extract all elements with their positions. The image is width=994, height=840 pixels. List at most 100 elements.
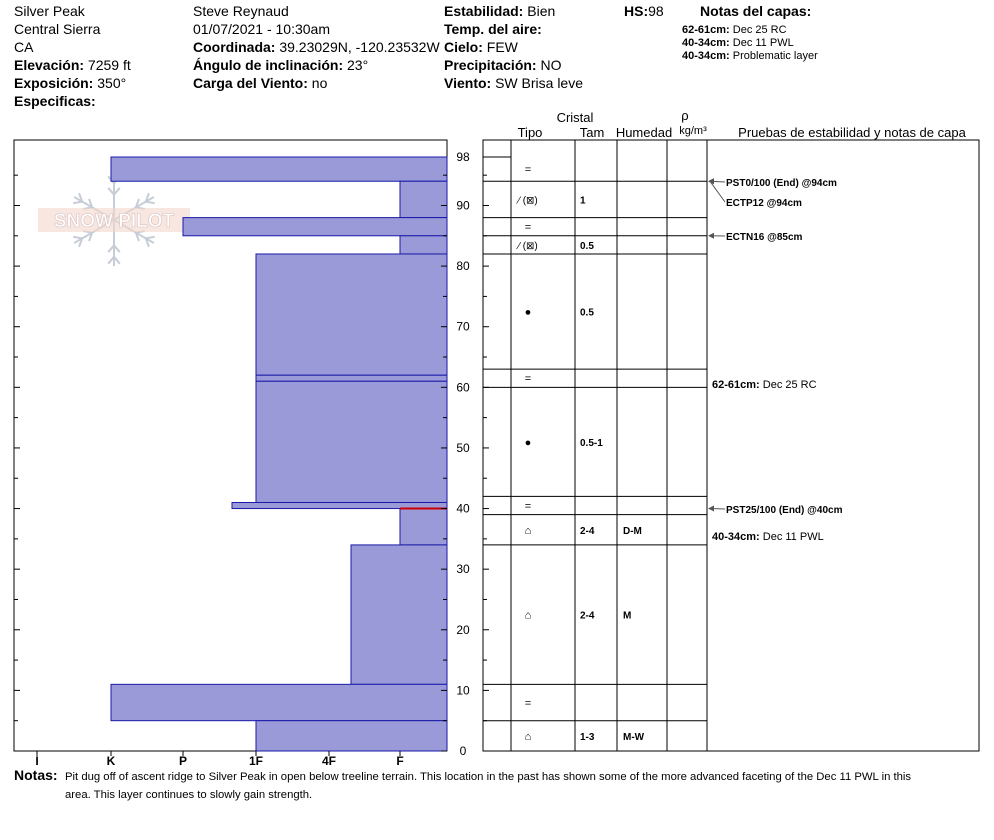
precipitation: Precipitación: NO: [444, 57, 561, 74]
location: Silver Peak: [14, 3, 85, 19]
grain-size: 2-4: [580, 526, 595, 537]
flake-branch: [73, 235, 83, 240]
wind-load-label: Carga del Viento:: [193, 75, 308, 91]
grain-type: ⁄ (⊠): [515, 241, 538, 252]
flake-branch: [113, 256, 121, 265]
flake-branch: [83, 206, 93, 210]
header-rho: ρ: [681, 108, 688, 123]
grain-type: ⌂: [525, 610, 532, 622]
exposure-value: 350°: [97, 75, 127, 91]
layer-note-text: Dec 11 PWL: [760, 531, 824, 543]
hardness-bar: [255, 253, 448, 376]
range: Central Sierra: [14, 21, 101, 37]
flake-branch: [83, 230, 93, 234]
grain-type: =: [525, 222, 531, 234]
stability-test: PST25/100 (End) @40cm: [726, 505, 843, 516]
coordinates: Coordinada: 39.23029N, -120.23532W: [193, 39, 440, 56]
grain-type: =: [525, 373, 531, 385]
wind: Viento: SW Brisa leve: [444, 75, 583, 92]
grain-type: =: [525, 164, 531, 176]
flake-branch: [134, 198, 140, 208]
header-density-unit: kg/m³: [679, 125, 707, 137]
precip-label: Precipitación:: [444, 57, 537, 73]
flake-branch: [88, 198, 94, 208]
header-tests: Pruebas de estabilidad y notas de capa: [738, 125, 966, 140]
hs-label: HS:: [624, 3, 649, 19]
y-tick-label: 98: [456, 150, 470, 164]
precip-value: NO: [540, 57, 562, 73]
y-tick-label: 60: [456, 380, 470, 394]
flake-branch: [88, 232, 94, 242]
elevation-label: Elevación:: [14, 57, 85, 73]
flake-branch: [144, 238, 150, 248]
grain-type: ●: [525, 307, 532, 319]
layer-table-frame: [482, 139, 980, 752]
x-tick-label: I: [35, 754, 38, 768]
notes-line-2: area. This layer continues to slowly gai…: [65, 789, 313, 801]
test-arrow: [708, 178, 714, 185]
layer-note-label: 62-61cm: Dec 25 RC: [712, 379, 817, 391]
hs-value: 98: [648, 3, 664, 19]
flake-branch: [134, 232, 140, 242]
stability-value: Bien: [527, 3, 556, 19]
grain-type: ⌂: [525, 731, 532, 743]
x-tick-label: P: [179, 754, 187, 768]
test-pointer: [709, 180, 726, 203]
grain-size: 0.5: [580, 241, 594, 252]
observer: Steve Reynaud: [193, 3, 289, 19]
stability-test: PST0/100 (End) @94cm: [726, 178, 837, 189]
grain-type: ⌂: [525, 525, 532, 537]
flake-branch: [78, 238, 84, 248]
x-tick-label: 4F: [322, 754, 336, 768]
test-arrow: [708, 505, 714, 512]
flake-branch: [135, 230, 145, 234]
hardness-bar: [182, 217, 448, 237]
x-tick-label: 1F: [249, 754, 263, 768]
layer-note: 40-34cm: Dec 11 PWL: [682, 37, 794, 49]
hardness-bar: [255, 374, 448, 382]
wind-load: Carga del Viento: no: [193, 75, 327, 92]
header-humedad: Humedad: [616, 125, 672, 140]
header-tipo: Tipo: [518, 125, 543, 140]
hardness-bar: [350, 544, 448, 685]
sky-label: Cielo:: [444, 39, 483, 55]
grain-size: 2-4: [580, 611, 595, 622]
sky-value: FEW: [486, 39, 518, 55]
y-tick-label: 30: [456, 562, 470, 576]
notes: Notas:: [14, 767, 58, 785]
wetness: D-M: [623, 526, 642, 537]
hardness-bar: [255, 720, 448, 752]
layer-note-depth: 40-34cm:: [682, 50, 730, 62]
grain-type: =: [525, 698, 531, 710]
wind-label: Viento:: [444, 75, 492, 91]
y-tick-label: 80: [456, 259, 470, 273]
stability-test: ECTN16 @85cm: [726, 232, 803, 243]
exposure-label: Exposición:: [14, 75, 94, 91]
header-tam: Tam: [580, 125, 605, 140]
state: CA: [14, 39, 34, 55]
layer-note-depth: 40-34cm:: [712, 531, 760, 543]
layer-note-depth: 62-61cm:: [682, 24, 730, 36]
y-tick-label: 0: [460, 744, 467, 758]
hardness-bar: [231, 501, 448, 510]
datetime: 01/07/2021 - 10:30am: [193, 21, 330, 37]
grain-size: 1: [580, 195, 586, 206]
wind-load-value: no: [311, 75, 328, 91]
layer-note-text: Dec 25 RC: [732, 24, 787, 36]
grain-size: 1-3: [580, 732, 595, 743]
layer-note-text: Problematic layer: [732, 50, 818, 62]
layer-note-text: Dec 25 RC: [760, 379, 817, 391]
sky: Cielo: FEW: [444, 39, 518, 56]
grain-type: =: [525, 501, 531, 513]
flake-branch: [73, 200, 83, 205]
notes-label: Notas:: [14, 767, 58, 783]
y-tick-label: 40: [456, 502, 470, 516]
grain-size: 0.5-1: [580, 438, 603, 449]
flake-branch: [78, 192, 84, 202]
snow-height: HS:98: [624, 3, 664, 20]
grain-size: 0.5: [580, 308, 594, 319]
y-tick-label: 90: [456, 198, 470, 212]
hardness-bar: [255, 380, 448, 503]
snowpilot-logo: SNOW PILOT: [38, 174, 190, 266]
